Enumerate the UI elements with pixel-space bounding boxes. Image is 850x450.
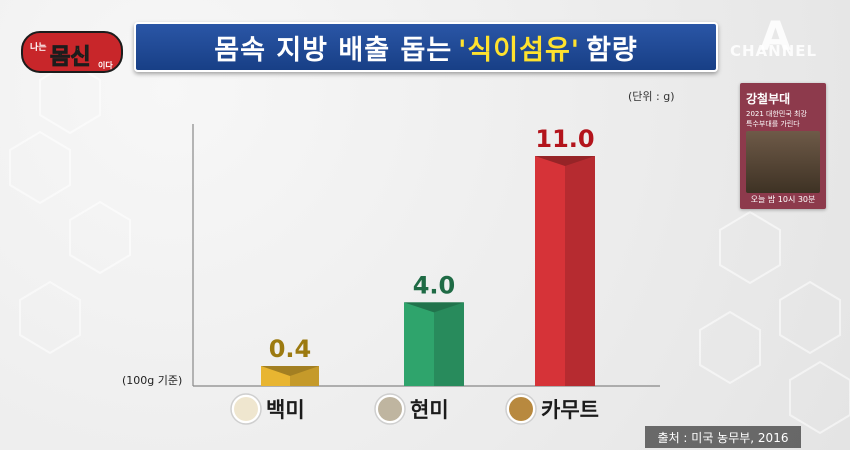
show-logo: 나는 몸신 이다 xyxy=(20,26,124,76)
category-label-kamut: 카무트 xyxy=(541,398,599,422)
bar-white-rice xyxy=(261,366,319,386)
bar-brown-rice xyxy=(404,302,464,386)
bar-brown-rice-right-face xyxy=(434,302,464,386)
promo-card: 강철부대 2021 대한민국 최강 특수부대를 가린다 오늘 밤 10시 30분 xyxy=(740,83,826,209)
bar-white-rice-top-bevel xyxy=(261,366,319,376)
promo-title: 강철부대 xyxy=(746,92,791,106)
promo-image xyxy=(746,131,820,193)
promo-line-2: 특수부대를 가린다 xyxy=(746,120,800,128)
bar-kamut-left-face xyxy=(535,156,565,386)
white-rice-icon xyxy=(230,393,262,425)
title-banner: 몸속 지방 배출 돕는 '식이섬유' 함량 xyxy=(134,22,718,72)
white-rice-icon-grains xyxy=(234,397,258,421)
channel-logo-text: CHANNEL xyxy=(730,42,818,60)
title-prefix: 몸속 지방 배출 돕는 xyxy=(214,34,453,66)
show-logo-small-right: 이다 xyxy=(98,60,113,70)
promo-line-1: 2021 대한민국 최강 xyxy=(746,110,807,118)
title-highlight: '식이섬유' xyxy=(458,34,581,66)
baseline-note: (100g 기준) xyxy=(122,374,183,387)
data-label-brown-rice: 4.0 xyxy=(413,271,456,299)
show-logo-main: 몸신 xyxy=(50,45,90,70)
bar-brown-rice-left-face xyxy=(404,302,434,386)
category-label-brown-rice: 현미 xyxy=(410,398,449,422)
promo-time: 오늘 밤 10시 30분 xyxy=(750,195,816,204)
data-label-kamut: 11.0 xyxy=(535,125,594,153)
kamut-grain-icon xyxy=(505,393,537,425)
unit-note: (단위 : g) xyxy=(628,90,675,103)
brown-rice-icon-grains xyxy=(378,397,402,421)
bar-brown-rice-top-bevel xyxy=(404,302,464,313)
source-caption: 출처 : 미국 농무부, 2016 xyxy=(645,426,801,448)
brown-rice-icon xyxy=(374,393,406,425)
category-label-white-rice: 백미 xyxy=(266,398,305,422)
channel-logo-letter: A xyxy=(760,14,791,60)
bar-kamut-top-bevel xyxy=(535,156,595,166)
bar-kamut-right-face xyxy=(565,156,595,386)
kamut-grain-icon-grains xyxy=(509,397,533,421)
title-suffix: 함량 xyxy=(586,34,638,66)
channel-a-logo: A CHANNEL xyxy=(716,14,836,74)
bar-kamut xyxy=(535,156,595,386)
show-logo-small-left: 나는 xyxy=(30,41,47,53)
data-label-white-rice: 0.4 xyxy=(269,335,312,363)
